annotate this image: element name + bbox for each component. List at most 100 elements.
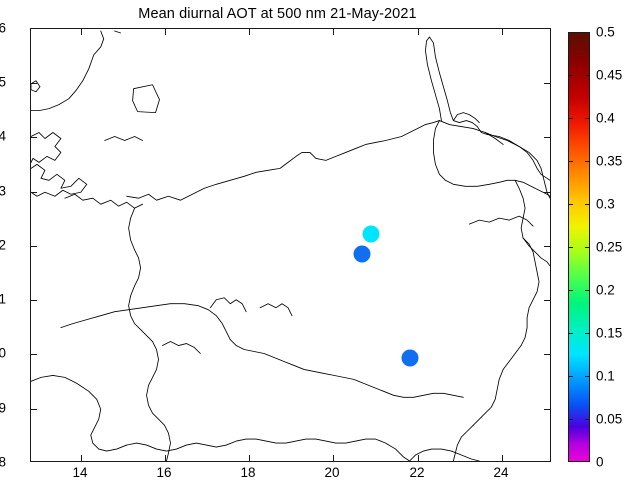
border-czech-austria-south [31,374,410,461]
coast-denmark-jutland [31,132,62,163]
colorbar-tick [568,161,573,163]
colorbar-tick [568,290,573,292]
x-tick-top [333,29,335,35]
border-detail-sudetes [209,297,247,313]
border-detail-sudetes-2 [259,303,293,317]
colorbar-tick [568,247,573,249]
x-tick [502,455,504,461]
x-tick [165,455,167,461]
colorbar-label: 0.35 [596,153,623,169]
y-tick-right [544,246,550,248]
x-axis-label: 18 [240,465,256,480]
x-tick [418,455,420,461]
colorbar-tick [585,161,590,163]
x-tick-top [165,29,167,35]
colorbar-tick [568,118,573,120]
y-axis-label: 48 [0,454,6,470]
page-title: Mean diurnal AOT at 500 nm 21-May-2021 [138,6,417,22]
x-axis-label: 24 [493,465,509,480]
coast-germany-north [64,193,143,209]
colorbar-label: 0.1 [596,368,615,384]
colorbar-label: 0.15 [596,325,623,341]
colorbar-tick [585,290,590,292]
colorbar[interactable] [568,32,590,462]
colorbar-tick [568,376,573,378]
border-slovakia-hungary [409,448,480,461]
colorbar-label: 0.3 [596,196,615,212]
x-tick-top [418,29,420,35]
x-axis-label: 14 [72,465,88,480]
colorbar-label: 0.5 [596,24,615,40]
x-tick-top [502,29,504,35]
y-axis-label: 54 [0,128,6,144]
colorbar-tick [568,75,573,77]
island-bornholm [132,84,160,114]
y-tick-right [544,354,550,356]
colorbar-label: 0.4 [596,110,615,126]
colorbar-label: 0 [596,454,604,470]
border-poland-east [452,237,540,461]
y-tick-right [544,137,550,139]
data-point-marker[interactable] [362,225,380,243]
border-poland-belarus-north [514,179,550,267]
y-tick-right [544,409,550,411]
coast-sweden [31,30,105,112]
x-axis-label: 20 [324,465,340,480]
coast-detail-north [104,136,143,141]
data-point-marker[interactable] [401,349,419,367]
x-tick [81,455,83,461]
map-coastline-svg [31,30,550,461]
island-a [31,80,41,93]
colorbar-tick [568,333,573,335]
border-kaliningrad-north [484,132,550,199]
colorbar-label: 0.25 [596,239,623,255]
colorbar-tick [568,419,573,421]
y-tick [31,409,37,411]
x-axis-label: 16 [156,465,172,480]
coast-curonian [486,134,550,181]
y-axis-label: 50 [0,345,6,361]
coast-hel-peninsula [425,36,488,135]
x-tick [249,455,251,461]
y-axis-label: 51 [0,291,6,307]
coast-baltic-south [126,120,440,201]
border-poland-germany-west [128,207,171,461]
colorbar-tick [585,247,590,249]
border-detail-south [162,341,201,354]
y-axis-label: 53 [0,183,6,199]
y-axis-label: 49 [0,400,6,416]
colorbar-tick [585,419,590,421]
coast-vistula-lagoon [439,120,504,145]
border-detail-east [468,215,534,227]
coast-fragment-a [114,30,122,34]
coast-gdansk-bay [452,112,480,123]
y-tick-right [544,192,550,194]
border-kaliningrad-south [433,120,550,197]
y-axis-label: 52 [0,237,6,253]
colorbar-tick [585,204,590,206]
y-axis-label: 55 [0,74,6,90]
y-tick [31,300,37,302]
coast-german-bight [31,163,88,197]
y-axis-label: 56 [0,20,6,36]
y-tick [31,192,37,194]
colorbar-tick [585,333,590,335]
border-czech-slovakia-north [60,303,464,398]
data-point-marker[interactable] [353,245,371,263]
x-tick-top [81,29,83,35]
y-tick [31,83,37,85]
y-tick [31,246,37,248]
x-axis-label: 22 [409,465,425,480]
colorbar-label: 0.45 [596,67,623,83]
colorbar-tick [585,118,590,120]
colorbar-label: 0.2 [596,282,615,298]
colorbar-label: 0.05 [596,411,623,427]
y-tick-right [544,300,550,302]
x-tick-top [249,29,251,35]
x-tick [333,455,335,461]
y-tick-right [544,83,550,85]
map-plot-area[interactable] [30,28,551,462]
y-tick [31,137,37,139]
y-tick [31,354,37,356]
